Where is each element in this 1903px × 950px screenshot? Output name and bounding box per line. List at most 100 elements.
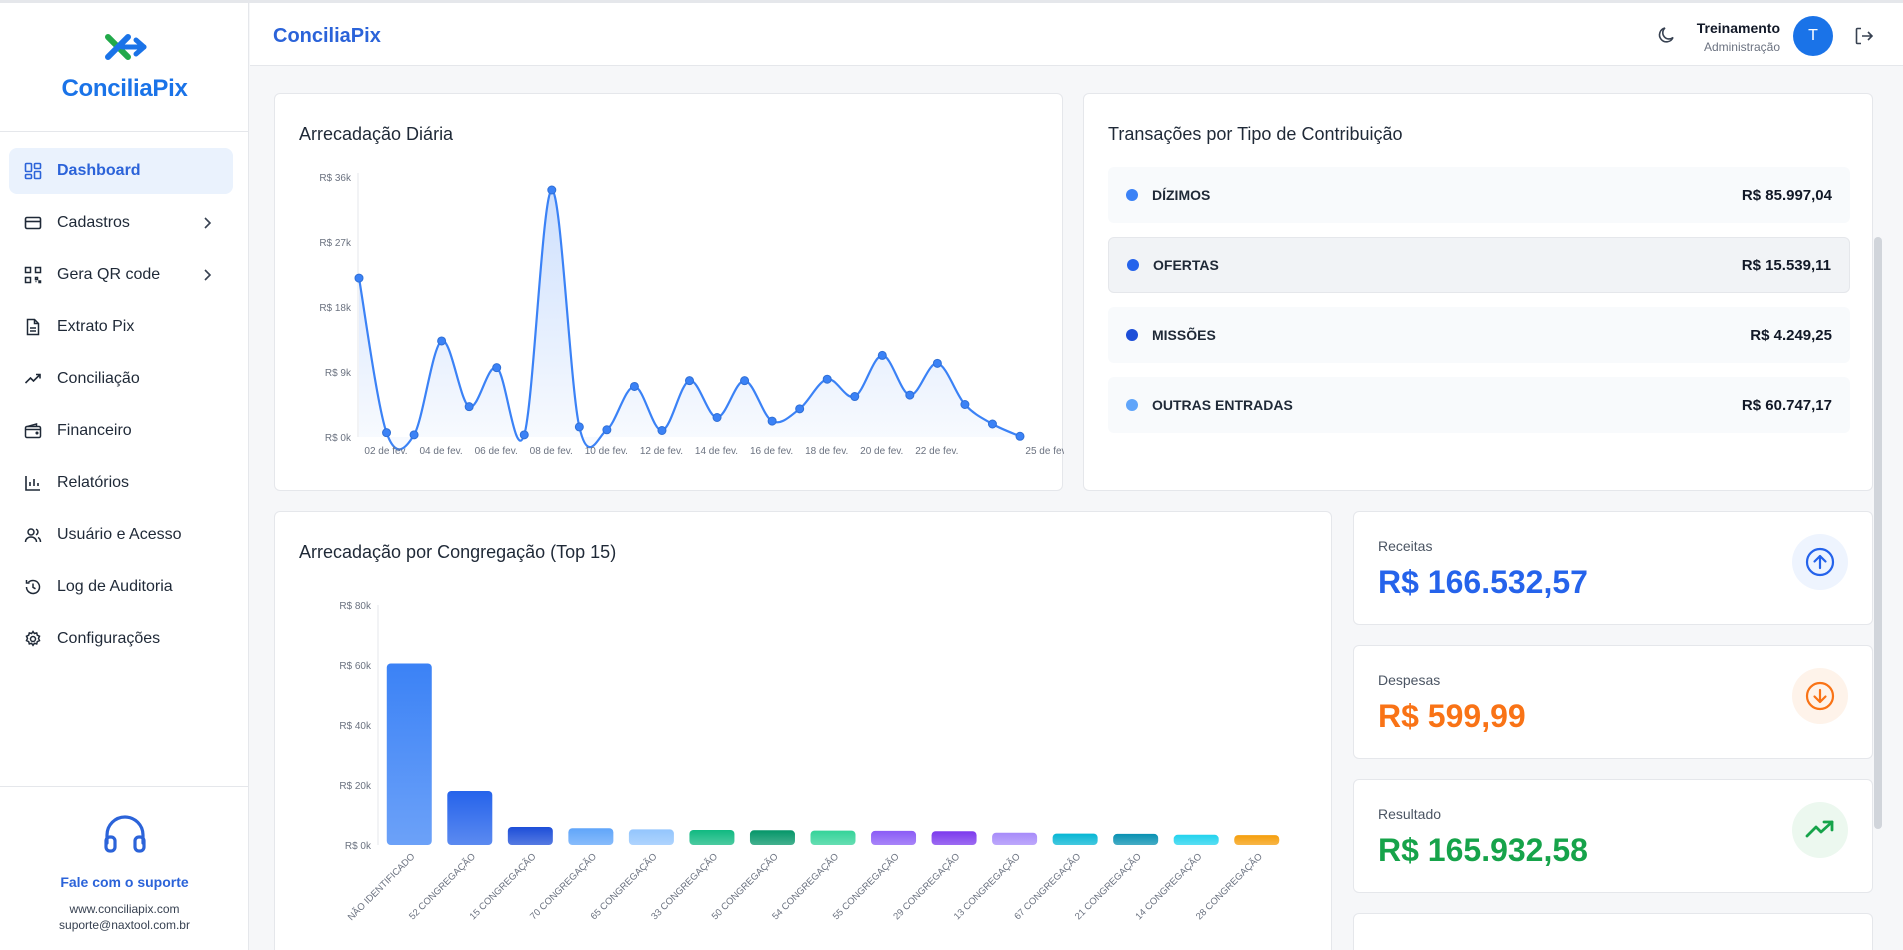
logo-icon <box>104 34 146 60</box>
stat-value: R$ 166.532,57 <box>1378 564 1588 600</box>
tx-row-missoes[interactable]: MISSÕES R$ 4.249,25 <box>1108 307 1850 363</box>
congregation-chart: R$ 0k R$ 20k R$ 40k R$ 60k R$ 80k NÃO IDENTIF… <box>339 601 1280 923</box>
bar <box>386 663 432 845</box>
data-point <box>850 392 860 402</box>
sidebar-item-relatorios[interactable]: Relatórios <box>9 460 233 506</box>
sidebar-item-label: Dashboard <box>57 162 141 179</box>
sidebar-item-cadastros[interactable]: Cadastros <box>9 200 233 246</box>
stat-value: R$ 165.932,58 <box>1378 832 1588 868</box>
bar <box>689 830 735 845</box>
legend-dot <box>1126 399 1138 411</box>
tx-row-ofertas[interactable]: OFERTAS R$ 15.539,11 <box>1108 237 1850 293</box>
y-tick-label: R$ 40k <box>339 721 372 732</box>
x-tick-label: 50 CONGREGAÇÃO <box>710 851 781 922</box>
user-name: Treinamento <box>1696 20 1780 36</box>
support-website[interactable]: www.conciliapix.com <box>69 902 180 916</box>
bar <box>507 827 553 845</box>
top-header: ConciliaPix Treinamento Administração T <box>250 3 1903 66</box>
data-point <box>574 422 584 432</box>
x-tick-label: 13 CONGREGAÇÃO <box>952 851 1023 922</box>
moon-icon[interactable] <box>1657 25 1677 45</box>
data-point <box>492 363 502 373</box>
support-title[interactable]: Fale com o suporte <box>60 874 189 890</box>
data-point <box>960 400 970 409</box>
trending-up-icon <box>1792 802 1848 858</box>
extra-card <box>1353 913 1873 950</box>
data-point <box>795 404 805 414</box>
headset-icon <box>103 815 146 853</box>
x-tick-label: 25 de fev. <box>1025 446 1064 457</box>
dashboard-icon <box>23 161 43 181</box>
data-point <box>409 430 419 440</box>
avatar[interactable]: T <box>1793 16 1833 56</box>
data-point <box>905 390 915 400</box>
bar <box>568 828 614 845</box>
legend-dot <box>1127 259 1139 271</box>
x-tick-label: 67 CONGREGAÇÃO <box>1012 851 1083 922</box>
sidebar-item-financeiro[interactable]: Financeiro <box>9 408 233 454</box>
sidebar-item-extrato-pix[interactable]: Extrato Pix <box>9 304 233 350</box>
data-point <box>712 413 722 422</box>
y-tick-label: R$ 0k <box>345 841 372 852</box>
tx-label: MISSÕES <box>1152 327 1216 343</box>
legend-dot <box>1126 329 1138 341</box>
y-tick-label: R$ 60k <box>339 661 372 672</box>
sidebar-item-configuracoes[interactable]: Configurações <box>9 616 233 662</box>
transactions-card: Transações por Tipo de Contribuição DÍZI… <box>1083 93 1873 491</box>
card-icon <box>23 213 43 233</box>
y-tick-label: R$ 9k <box>325 368 352 379</box>
x-tick-label: 22 de fev. <box>915 446 958 457</box>
x-tick-label: 65 CONGREGAÇÃO <box>589 851 660 922</box>
sidebar-item-log-de-auditoria[interactable]: Log de Auditoria <box>9 564 233 610</box>
x-tick-label: 06 de fev. <box>475 446 518 457</box>
x-tick-label: 15 CONGREGAÇÃO <box>468 851 539 922</box>
sidebar-item-label: Extrato Pix <box>57 318 135 335</box>
data-point <box>354 273 364 283</box>
logout-icon[interactable] <box>1853 25 1875 47</box>
sidebar-item-label: Log de Auditoria <box>57 578 173 595</box>
logo-text: ConciliaPix <box>61 75 188 102</box>
tx-label: OFERTAS <box>1153 257 1219 273</box>
data-point <box>1015 431 1025 441</box>
y-tick-label: R$ 27k <box>319 238 352 249</box>
tx-row-outras-entradas[interactable]: OUTRAS ENTRADAS R$ 60.747,17 <box>1108 377 1850 433</box>
x-tick-label: 10 de fev. <box>585 446 628 457</box>
sidebar-item-usuario-e-acesso[interactable]: Usuário e Acesso <box>9 512 233 558</box>
sidebar-item-conciliacao[interactable]: Conciliação <box>9 356 233 402</box>
sidebar-item-dashboard[interactable]: Dashboard <box>9 148 233 194</box>
bar <box>810 830 856 845</box>
y-tick-label: R$ 36k <box>319 173 352 184</box>
bar <box>1052 833 1098 845</box>
support-email[interactable]: suporte@naxtool.com.br <box>59 918 190 932</box>
header-title: ConciliaPix <box>273 25 381 47</box>
sidebar-item-label: Cadastros <box>57 214 130 231</box>
data-point <box>657 426 667 435</box>
tx-row-dizimos[interactable]: DÍZIMOS R$ 85.997,04 <box>1108 167 1850 223</box>
support-box[interactable]: Fale com o suporte www.conciliapix.com s… <box>0 813 249 932</box>
stat-label: Receitas <box>1378 538 1433 554</box>
x-tick-label: 08 de fev. <box>530 446 573 457</box>
data-point <box>877 350 887 360</box>
x-tick-label: 18 de fev. <box>805 446 848 457</box>
chevron-right-icon <box>204 269 212 281</box>
bar <box>628 829 674 845</box>
arrow-down-circle-icon <box>1792 668 1848 724</box>
sidebar-item-gera-qr-code[interactable]: Gera QR code <box>9 252 233 298</box>
data-point <box>629 381 639 391</box>
x-tick-label: 12 de fev. <box>640 446 683 457</box>
legend-dot <box>1126 189 1138 201</box>
despesas-card: Despesas R$ 599,99 <box>1353 645 1873 759</box>
scrollbar[interactable] <box>1874 237 1882 829</box>
x-tick-label: 33 CONGREGAÇÃO <box>649 851 720 922</box>
daily-chart-card: Arrecadação Diária R$ 0k R$ 9k R$ 18k R$ 27… <box>274 93 1064 491</box>
sidebar-item-label: Configurações <box>57 630 161 647</box>
bar <box>447 791 493 845</box>
sidebar-logo[interactable]: ConciliaPix <box>0 33 249 108</box>
bar <box>749 830 795 845</box>
tx-label: OUTRAS ENTRADAS <box>1152 397 1293 413</box>
y-tick-label: R$ 20k <box>339 781 372 792</box>
x-tick-label: 04 de fev. <box>419 446 462 457</box>
wallet-icon <box>23 421 43 441</box>
x-tick-label: 20 de fev. <box>860 446 903 457</box>
top-border <box>0 0 1903 3</box>
